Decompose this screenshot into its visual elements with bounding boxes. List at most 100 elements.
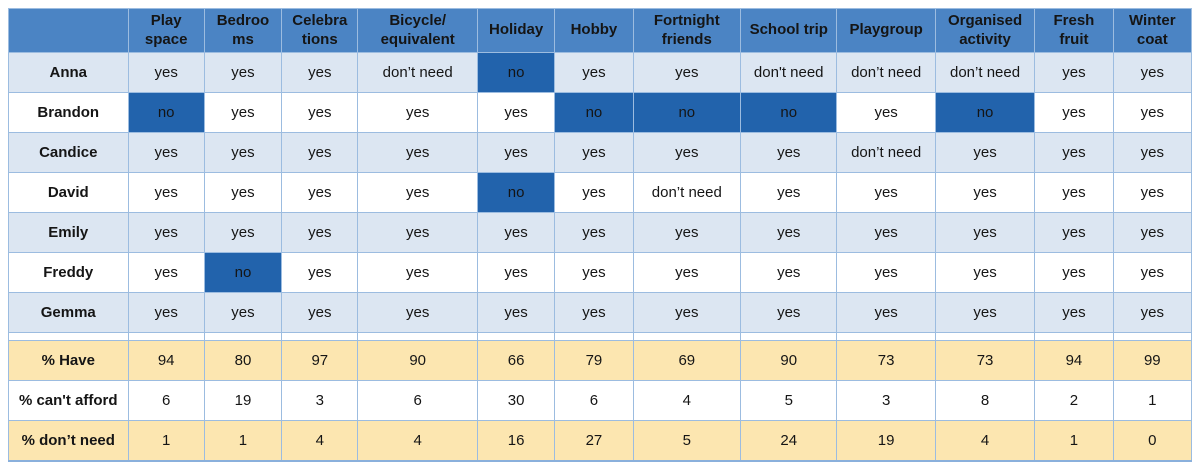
stats-cell: 30	[476, 380, 556, 421]
answer-cell: yes	[1112, 172, 1193, 213]
row-name: Gemma	[8, 292, 129, 333]
stats-cell: 73	[934, 340, 1036, 381]
row-name: Anna	[8, 52, 129, 93]
truncated-cell	[836, 332, 936, 341]
answer-cell: no	[476, 172, 556, 213]
row-name: Candice	[8, 132, 129, 173]
truncated-cell	[357, 332, 478, 341]
answer-cell: yes	[1112, 52, 1193, 93]
answer-cell: yes	[1112, 252, 1193, 293]
truncated-cell	[281, 332, 359, 341]
answer-cell: don’t need	[934, 52, 1036, 93]
answer-cell: yes	[554, 172, 634, 213]
stats-cell: 19	[203, 380, 283, 421]
answer-cell: yes	[740, 172, 838, 213]
column-header: School trip	[740, 8, 838, 53]
answer-cell: yes	[203, 92, 283, 133]
stats-cell: 6	[554, 380, 634, 421]
answer-cell: yes	[934, 292, 1036, 333]
answer-cell: yes	[281, 292, 359, 333]
answer-cell: yes	[476, 252, 556, 293]
answer-cell: yes	[740, 252, 838, 293]
answer-cell: yes	[740, 292, 838, 333]
answer-cell: yes	[836, 292, 936, 333]
answer-cell: yes	[357, 92, 478, 133]
answer-cell: yes	[281, 52, 359, 93]
table-row: Anna yes yes yes don’t need no yes yes don't nee…	[8, 52, 1193, 93]
answer-cell: yes	[127, 132, 205, 173]
stats-cell: 4	[357, 420, 478, 461]
answer-cell: yes	[476, 292, 556, 333]
truncated-cell	[127, 332, 205, 341]
truncated-cell	[8, 332, 129, 341]
row-name: Freddy	[8, 252, 129, 293]
stats-cell: 0	[1112, 420, 1193, 461]
stats-row-label: % can't afford	[8, 380, 129, 421]
answer-cell: yes	[281, 172, 359, 213]
answer-cell: no	[203, 252, 283, 293]
stats-cell: 94	[1034, 340, 1114, 381]
column-header: Fresh fruit	[1034, 8, 1114, 53]
stats-cell: 8	[934, 380, 1036, 421]
column-header: Holiday	[476, 8, 556, 53]
answer-cell: yes	[203, 132, 283, 173]
stats-row: % can't afford 6 19 3 6 30 6 4 5 3 8 2 1	[8, 380, 1193, 421]
stats-cell: 90	[740, 340, 838, 381]
answer-cell: yes	[740, 132, 838, 173]
stats-cell: 1	[1112, 380, 1193, 421]
table-row: Gemma yes yes yes yes yes yes yes yes yes yes yes ye…	[8, 292, 1193, 333]
stats-cell: 24	[740, 420, 838, 461]
column-header: Bedroo ms	[203, 8, 283, 53]
answer-cell: no	[127, 92, 205, 133]
stats-cell: 4	[934, 420, 1036, 461]
stats-cell: 94	[127, 340, 205, 381]
answer-cell: yes	[281, 252, 359, 293]
answer-cell: yes	[1034, 292, 1114, 333]
answer-cell: yes	[357, 212, 478, 253]
answer-cell: yes	[836, 92, 936, 133]
answer-cell: yes	[632, 292, 742, 333]
answer-cell: yes	[357, 292, 478, 333]
stats-cell: 66	[476, 340, 556, 381]
stats-cell: 4	[632, 380, 742, 421]
answer-cell: yes	[203, 52, 283, 93]
column-header: Hobby	[554, 8, 634, 53]
stats-cell: 27	[554, 420, 634, 461]
column-header: Celebra tions	[281, 8, 359, 53]
answer-cell: yes	[632, 132, 742, 173]
truncated-cell	[740, 332, 838, 341]
answer-cell: yes	[740, 212, 838, 253]
column-header: Fortnight friends	[632, 8, 742, 53]
stats-cell: 5	[740, 380, 838, 421]
stats-cell: 3	[836, 380, 936, 421]
stats-cell: 3	[281, 380, 359, 421]
answer-cell: no	[554, 92, 634, 133]
stats-cell: 16	[476, 420, 556, 461]
answer-cell: yes	[934, 132, 1036, 173]
answer-cell: yes	[1034, 52, 1114, 93]
column-header: Bicycle/ equivalent	[357, 8, 478, 53]
truncated-cell	[476, 332, 556, 341]
answer-cell: yes	[203, 172, 283, 213]
answer-cell: yes	[836, 212, 936, 253]
row-name: David	[8, 172, 129, 213]
stats-cell: 1	[203, 420, 283, 461]
column-header: Playgroup	[836, 8, 936, 53]
table-row: Brandon no yes yes yes yes no no no yes no yes yes	[8, 92, 1193, 133]
stats-cell: 80	[203, 340, 283, 381]
answer-cell: yes	[476, 132, 556, 173]
answer-cell: yes	[554, 212, 634, 253]
answer-cell: yes	[554, 132, 634, 173]
truncated-cell	[203, 332, 283, 341]
row-name: Brandon	[8, 92, 129, 133]
answer-cell: yes	[281, 92, 359, 133]
stats-cell: 99	[1112, 340, 1193, 381]
header-row: Play space Bedroo ms Celebra tions Bicycle/…	[8, 8, 1193, 53]
answer-cell: don’t need	[357, 52, 478, 93]
answer-cell: yes	[836, 252, 936, 293]
truncated-cell	[934, 332, 1036, 341]
stats-cell: 5	[632, 420, 742, 461]
truncated-cell	[1034, 332, 1114, 341]
answer-cell: yes	[127, 292, 205, 333]
